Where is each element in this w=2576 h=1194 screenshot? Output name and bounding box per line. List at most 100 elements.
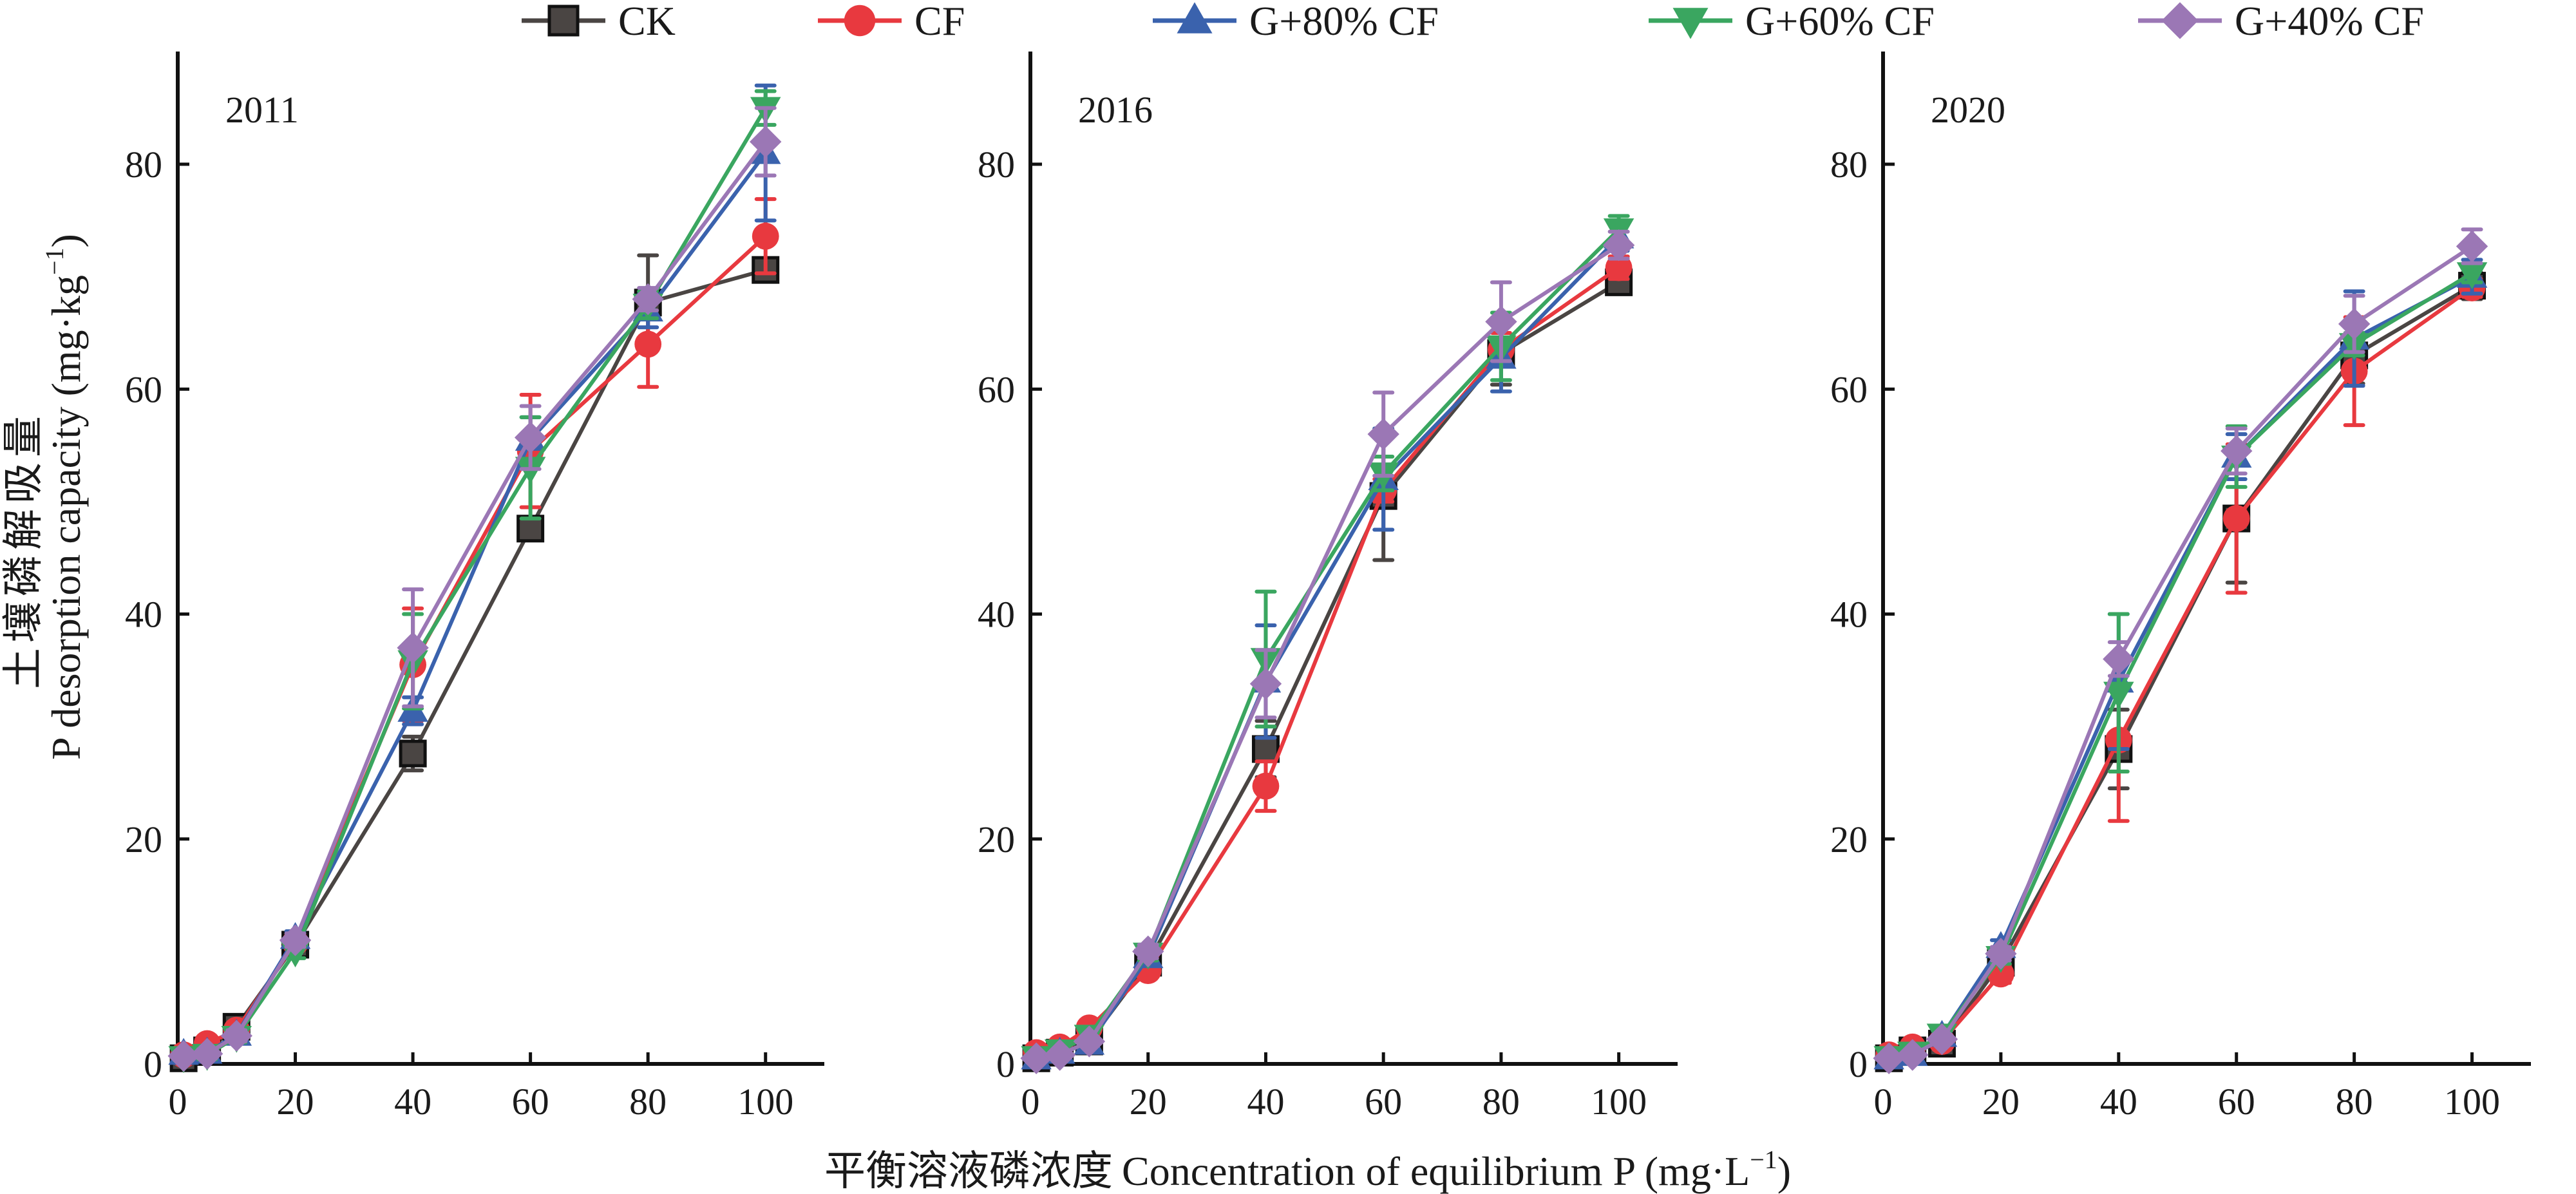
data-point bbox=[1485, 305, 1517, 338]
data-point bbox=[1605, 254, 1633, 281]
series-line bbox=[1036, 228, 1620, 1059]
legend-item-g-plus-60pct-cf: G+60% CF bbox=[1649, 0, 1935, 44]
series-line bbox=[182, 234, 767, 1057]
series-g-plus-80pct-cf bbox=[1021, 221, 1634, 1070]
series-line bbox=[183, 107, 768, 1059]
data-point bbox=[1132, 935, 1164, 968]
x-tick-label: 80 bbox=[1482, 1081, 1520, 1123]
legend-label: G+40% CF bbox=[2235, 0, 2424, 44]
data-point bbox=[632, 283, 664, 316]
panel-title: 2020 bbox=[1931, 89, 2005, 131]
legend-item-g-plus-40pct-cf: G+40% CF bbox=[2138, 0, 2424, 44]
legend-marker-triangle-down bbox=[1672, 8, 1709, 39]
series-g-plus-40pct-cf bbox=[1020, 229, 1635, 1074]
series-g-plus-60pct-cf bbox=[168, 89, 781, 1074]
x-tick-label: 0 bbox=[1874, 1081, 1893, 1123]
y-axis-title-sup: −1 bbox=[40, 247, 69, 275]
data-point bbox=[750, 126, 782, 158]
series-line bbox=[1888, 286, 2474, 1057]
data-point bbox=[514, 421, 547, 454]
series-line bbox=[1888, 244, 2474, 1061]
x-tick-label: 60 bbox=[1365, 1081, 1402, 1123]
legend-marker-circle bbox=[844, 5, 876, 37]
series-g-plus-80pct-cf bbox=[168, 83, 781, 1065]
x-tick-label: 0 bbox=[169, 1081, 187, 1123]
legend-item-cf: CF bbox=[818, 0, 965, 44]
x-tick-label: 60 bbox=[512, 1081, 549, 1123]
series-g-plus-80pct-cf bbox=[1873, 258, 2488, 1070]
data-point bbox=[2222, 505, 2250, 532]
x-tick-label: 0 bbox=[1021, 1081, 1040, 1123]
series-g-plus-40pct-cf bbox=[167, 106, 782, 1072]
data-point bbox=[1367, 418, 1399, 450]
data-point bbox=[516, 515, 545, 543]
series-line bbox=[183, 140, 768, 1058]
x-tick-label: 80 bbox=[629, 1081, 667, 1123]
y-axis-title-en: P desorption capacity (mg·kg−1) bbox=[40, 234, 89, 760]
legend-label: CF bbox=[914, 0, 965, 44]
panel-2016: 0 20 40 60 80 0 20 40 60 80 100 2016 bbox=[978, 52, 1678, 1123]
y-axis-title: 土壤磷解吸量 P desorption capacity (mg·kg−1) bbox=[1, 234, 89, 760]
legend-label: CK bbox=[618, 0, 676, 44]
y-tick-label: 20 bbox=[978, 819, 1015, 860]
panel-title: 2011 bbox=[225, 89, 299, 131]
x-tick-label: 40 bbox=[1247, 1081, 1284, 1123]
x-tick-label: 100 bbox=[1591, 1081, 1647, 1123]
legend: CK CF G+80% CF G+60% CF G+40% CF bbox=[522, 0, 2424, 44]
y-tick-label: 80 bbox=[1830, 144, 1868, 185]
data-point bbox=[1985, 938, 2017, 970]
data-point bbox=[2103, 643, 2135, 676]
panel-title: 2016 bbox=[1078, 89, 1153, 131]
series-line bbox=[1888, 271, 2474, 1059]
y-tick-label: 40 bbox=[1830, 594, 1868, 636]
y-tick-label: 20 bbox=[1830, 819, 1868, 860]
series-line bbox=[1888, 274, 2473, 1061]
x-tick-label: 20 bbox=[1982, 1081, 2020, 1123]
series-ck bbox=[1022, 268, 1633, 1072]
series-g-plus-60pct-cf bbox=[1021, 214, 1634, 1074]
series-line bbox=[1036, 243, 1620, 1061]
data-point bbox=[1073, 1025, 1106, 1057]
data-point bbox=[1249, 668, 1282, 700]
x-axis-title-en: Concentration of equilibrium P (mg·L bbox=[1122, 1148, 1750, 1194]
series-line bbox=[183, 151, 768, 1056]
data-point bbox=[399, 739, 427, 768]
series-line bbox=[1036, 266, 1620, 1055]
data-point bbox=[634, 330, 662, 358]
data-point bbox=[1020, 1042, 1052, 1074]
x-tick-label: 20 bbox=[277, 1081, 314, 1123]
data-point bbox=[1602, 229, 1635, 261]
data-point bbox=[1897, 1039, 1929, 1071]
data-point bbox=[2456, 230, 2488, 263]
data-point bbox=[1043, 1039, 1076, 1071]
x-tick-label: 40 bbox=[394, 1081, 431, 1123]
x-tick-label: 100 bbox=[737, 1081, 793, 1123]
legend-marker-triangle-up bbox=[1177, 2, 1213, 33]
y-tick-label: 20 bbox=[125, 819, 162, 860]
x-tick-label: 20 bbox=[1130, 1081, 1167, 1123]
panel-2020: 0 20 40 60 80 0 20 40 60 80 100 2020 bbox=[1830, 52, 2531, 1123]
x-tick-label: 100 bbox=[2444, 1081, 2500, 1123]
data-point bbox=[1873, 1042, 1905, 1074]
x-tick-label: 80 bbox=[2336, 1081, 2373, 1123]
legend-marker-square bbox=[547, 5, 580, 37]
legend-label: G+80% CF bbox=[1249, 0, 1439, 44]
y-axis-title-close: ) bbox=[43, 234, 89, 247]
series-line bbox=[183, 268, 766, 1061]
y-tick-label: 0 bbox=[996, 1043, 1015, 1085]
y-tick-label: 80 bbox=[978, 144, 1015, 185]
series-g-plus-40pct-cf bbox=[1873, 227, 2488, 1074]
data-point bbox=[167, 1040, 200, 1072]
data-point bbox=[220, 1019, 252, 1052]
data-point bbox=[1251, 735, 1280, 763]
x-axis-title-sup: −1 bbox=[1750, 1145, 1777, 1174]
x-axis-title: 平衡溶液磷浓度 Concentration of equilibrium P (m… bbox=[824, 1145, 1791, 1194]
data-point bbox=[1926, 1023, 1958, 1056]
data-point bbox=[2221, 435, 2253, 467]
legend-item-g-plus-80pct-cf: G+80% CF bbox=[1153, 0, 1439, 44]
x-tick-label: 60 bbox=[2218, 1081, 2255, 1123]
series-line bbox=[1036, 236, 1620, 1061]
series-ck bbox=[1875, 270, 2486, 1072]
y-tick-label: 80 bbox=[125, 144, 162, 185]
